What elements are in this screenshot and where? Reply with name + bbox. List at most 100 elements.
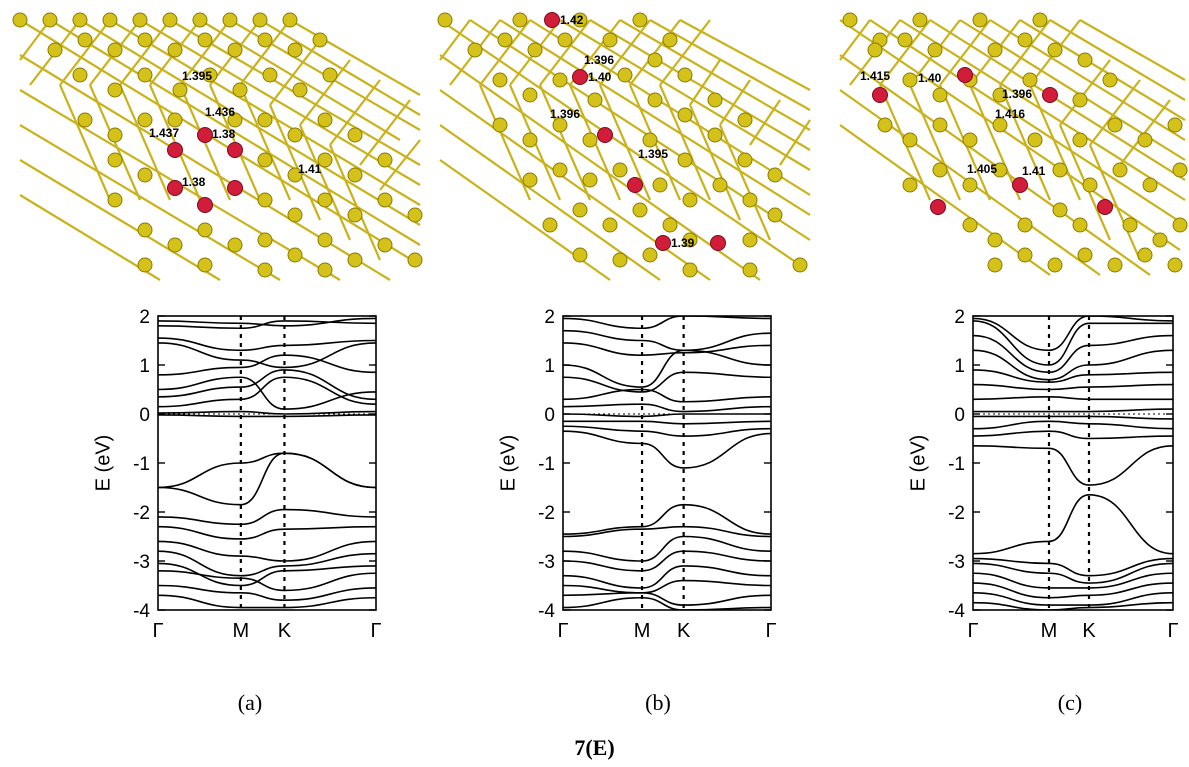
band-line-5 [563,371,771,393]
x-tick-label: K [278,620,292,642]
y-axis-label: E (eV) [92,435,114,492]
bond-label: 1.396 [1002,87,1032,101]
band-line-13 [563,525,771,538]
dopant-atoms [544,12,726,251]
band-line-1 [563,316,771,330]
band-lines [158,317,376,609]
band-line-3 [158,337,376,352]
band-line-14 [158,525,376,540]
band-line-19 [973,601,1173,610]
band-line-2 [973,320,1173,366]
band-line-12 [563,503,771,535]
band-line-17 [563,579,771,594]
band-line-6 [563,388,771,403]
carbon-atoms [842,12,1188,273]
y-tick-label: -4 [133,601,150,622]
band-line-19 [563,596,771,610]
band-line-1 [973,316,1173,352]
band-line-18 [563,592,771,606]
y-axis-label: E (eV) [497,435,519,492]
y-tick-label: 0 [954,405,965,426]
band-line-18 [973,592,1173,606]
figure-label: 7(E) [574,735,615,760]
x-tick-label: K [677,620,691,642]
band-line-12 [158,452,376,506]
x-tick-label: Γ [967,620,978,642]
band-line-9 [563,420,771,425]
y-tick-label: 1 [139,356,150,377]
panel-label-a: (a) [237,690,263,715]
band-line-5 [158,354,376,376]
x-tick-label: M [634,620,651,642]
y-tick-label: 2 [544,307,555,328]
band-line-17 [158,562,376,587]
y-tick-label: -4 [538,601,555,622]
y-tick-label: -2 [538,503,555,524]
bond-label: 1.396 [550,107,580,121]
y-tick-label: 1 [954,356,965,377]
x-tick-label: M [1041,620,1058,642]
band-line-7 [973,396,1173,401]
y-tick-label: -2 [133,503,150,524]
band-line-6 [973,383,1173,391]
band-line-7 [158,369,376,401]
x-tick-label: Γ [557,620,568,642]
band-line-4 [973,349,1173,381]
bond-label: 1.38 [212,127,236,141]
y-tick-label: -3 [948,552,965,573]
band-plot-c: 210-1-2-3-4Γ M K ΓE (eV) [907,307,1178,642]
x-tick-label: Γ [370,620,381,642]
panel-label-b: (b) [645,690,671,715]
y-tick-label: -4 [948,601,965,622]
band-line-4 [158,342,376,369]
y-tick-label: -2 [948,503,965,524]
band-line-15 [563,550,771,572]
band-line-5 [973,369,1173,383]
bond-label: 1.416 [995,107,1025,121]
bond-label: 1.395 [638,147,668,161]
band-line-14 [563,535,771,562]
x-tick-label: M [233,620,250,642]
bond-label: 1.42 [560,13,584,27]
bond-label: 1.40 [918,71,942,85]
band-line-7 [563,403,771,413]
panel-label-c: (c) [1057,690,1083,715]
x-tick-label: K [1082,620,1096,642]
band-line-11 [563,430,771,469]
band-line-6 [158,376,376,410]
band-line-16 [563,565,771,589]
structure-c: 1.415 1.40 1.396 1.416 1.405 1.41 [839,12,1188,276]
band-plot-a: 210-1-2-3-4Γ M K ΓE (eV) [92,307,381,642]
band-line-13 [158,508,376,526]
band-line-8 [158,376,376,408]
y-tick-label: 2 [139,307,150,328]
band-line-11 [973,430,1173,440]
bond-label: 1.405 [967,162,997,176]
plot-body: 210-1-2-3-4Γ M K ΓE (eV) [907,307,1178,642]
bond-label: 1.41 [298,162,322,176]
band-line-9 [973,415,1173,420]
carbon-atoms [437,12,808,278]
dopant-atoms [872,67,1113,215]
bond-label: 1.437 [149,126,179,140]
band-plot-b: 210-1-2-3-4Γ M K ΓE (eV) [497,307,776,642]
band-line-18 [158,570,376,592]
band-lines [563,316,771,610]
band-line-12 [973,445,1173,486]
bond-label: 1.41 [1022,164,1046,178]
lattice-bonds [19,19,421,281]
plot-frame [157,315,377,611]
bond-label: 1.436 [205,105,235,119]
band-line-16 [158,550,376,577]
bond-label: 1.38 [182,175,206,189]
x-tick-label: Γ [765,620,776,642]
y-tick-label: -1 [948,454,965,475]
band-line-15 [973,562,1173,584]
y-tick-label: 1 [544,356,555,377]
y-tick-label: -3 [133,552,150,573]
y-tick-label: -1 [538,454,555,475]
structure-a: 1.395 1.436 1.437 1.38 1.38 1.41 [12,12,423,281]
x-tick-label: Γ [1167,620,1178,642]
lattice-bonds [839,19,1186,276]
plot-body: 210-1-2-3-4Γ M K ΓE (eV) [497,307,776,642]
